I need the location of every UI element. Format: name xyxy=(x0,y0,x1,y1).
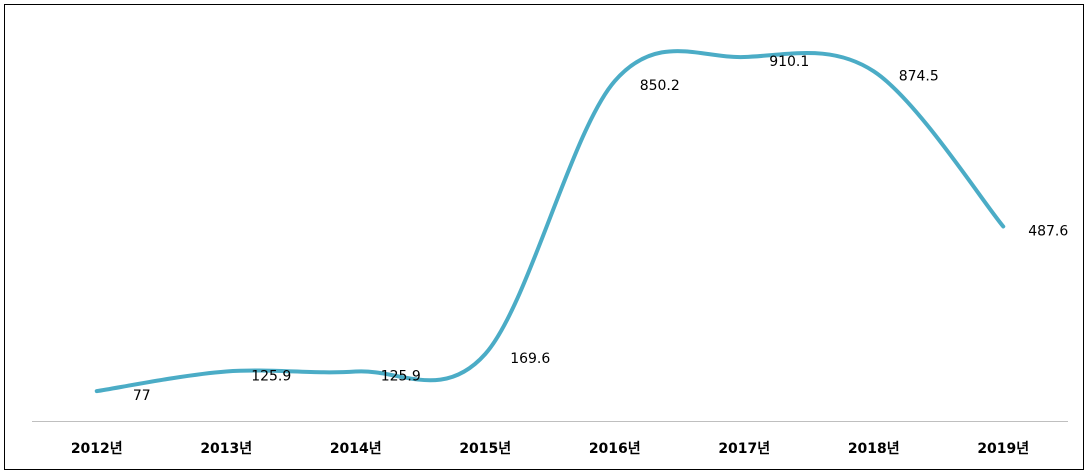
x-tick-label: 2014년 xyxy=(330,441,382,457)
x-tick-label: 2012년 xyxy=(71,441,123,457)
data-label: 850.2 xyxy=(640,78,680,94)
x-tick-label: 2018년 xyxy=(848,441,900,457)
x-tick-label: 2013년 xyxy=(200,441,252,457)
x-tick-label: 2017년 xyxy=(718,441,770,457)
data-label: 874.5 xyxy=(899,68,939,84)
data-label: 125.9 xyxy=(381,369,421,385)
data-label: 487.6 xyxy=(1028,223,1068,239)
x-tick-label: 2015년 xyxy=(459,441,511,457)
data-line xyxy=(94,49,1006,394)
data-label: 169.6 xyxy=(510,351,550,367)
data-label: 77 xyxy=(133,388,151,404)
data-label: 125.9 xyxy=(251,369,291,385)
x-tick-label: 2016년 xyxy=(589,441,641,457)
data-label: 910.1 xyxy=(769,54,809,70)
x-tick-label: 2019년 xyxy=(977,441,1029,457)
